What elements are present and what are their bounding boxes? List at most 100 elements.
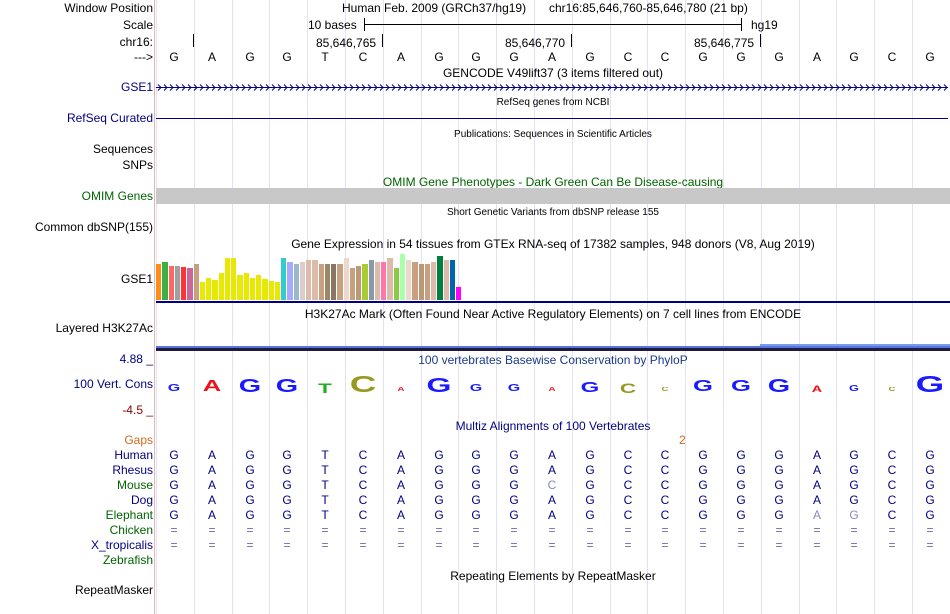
base-guide-line (799, 0, 800, 614)
gtex-tissue-bar[interactable] (437, 256, 443, 300)
gtex-tissue-bar[interactable] (249, 278, 256, 300)
coord-label-1: 85,646,765 (316, 36, 377, 50)
gtex-tissue-bar[interactable] (156, 264, 162, 300)
gtex-tissue-bar[interactable] (274, 282, 281, 300)
gtex-tissue-bar[interactable] (237, 275, 243, 300)
gtex-tissue-bar[interactable] (331, 264, 337, 300)
alignment-base: C (887, 493, 897, 507)
gtex-tissue-bar[interactable] (393, 268, 399, 300)
gtex-tissue-bar[interactable] (362, 264, 368, 300)
strand-chevron (193, 84, 198, 91)
gtex-tissue-bar[interactable] (381, 262, 387, 300)
gtex-gene-underline (156, 301, 950, 303)
gtex-tissue-bar[interactable] (162, 262, 168, 300)
gtex-tissue-bar[interactable] (256, 275, 262, 300)
gtex-tissue-bar[interactable] (218, 273, 224, 300)
alignment-base: G (925, 493, 935, 507)
gtex-track-title: Gene Expression in 54 tissues from GTEx … (291, 237, 815, 251)
strand-chevron (793, 84, 798, 91)
species-label[interactable]: Chicken (109, 523, 153, 537)
snps-track-label[interactable]: SNPs (122, 158, 153, 172)
gtex-tissue-bar[interactable] (456, 287, 462, 300)
species-label[interactable]: Elephant (105, 508, 153, 522)
gtex-tissue-bar[interactable] (168, 266, 174, 300)
strand-chevron (739, 84, 744, 91)
gtex-tissue-bar[interactable] (374, 262, 381, 300)
refseq-gene-feature[interactable] (156, 118, 948, 119)
repeatmasker-track-label[interactable]: RepeatMasker (74, 583, 153, 597)
gtex-tissue-bar[interactable] (268, 281, 274, 300)
gtex-tissue-bar[interactable] (356, 266, 362, 300)
gtex-tissue-bar[interactable] (349, 268, 356, 300)
species-label[interactable]: Mouse (116, 478, 153, 492)
alignment-base: C (623, 478, 633, 492)
gencode-track-label[interactable]: GSE1 (120, 80, 153, 94)
dbsnp-track-label[interactable]: Common dbSNP(155) (34, 220, 153, 234)
gtex-track-label[interactable]: GSE1 (120, 272, 153, 286)
refseq-track-label[interactable]: RefSeq Curated (66, 111, 153, 125)
gtex-tissue-bar[interactable] (406, 260, 412, 300)
alignment-base: A (207, 493, 216, 507)
gencode-gene-feature[interactable] (156, 81, 948, 94)
strand-chevron (319, 84, 324, 91)
gtex-tissue-bar[interactable] (193, 264, 199, 300)
gtex-bar-chart[interactable] (156, 252, 536, 300)
omim-track-label[interactable]: OMIM Genes (81, 189, 153, 203)
alignment-base: G (849, 493, 859, 507)
alignment-base: G (736, 493, 746, 507)
alignment-base: C (358, 448, 368, 462)
gtex-tissue-bar[interactable] (199, 282, 206, 300)
gtex-tissue-bar[interactable] (224, 258, 231, 300)
gtex-tissue-bar[interactable] (293, 264, 299, 300)
h3k27ac-signal-peak (760, 344, 950, 346)
gtex-tissue-bar[interactable] (206, 278, 212, 300)
gtex-tissue-bar[interactable] (443, 260, 449, 300)
gtex-tissue-bar[interactable] (243, 273, 249, 300)
species-label[interactable]: Dog (130, 493, 153, 507)
species-label[interactable]: Rhesus (112, 463, 153, 477)
gtex-tissue-bar[interactable] (231, 258, 237, 300)
gtex-tissue-bar[interactable] (299, 262, 306, 300)
strand-chevron (709, 84, 714, 91)
gtex-tissue-bar[interactable] (449, 260, 456, 300)
gtex-tissue-bar[interactable] (262, 279, 268, 300)
strand-chevron (175, 84, 180, 91)
publications-track-label[interactable]: Sequences (92, 142, 153, 156)
gtex-tissue-bar[interactable] (187, 268, 193, 300)
gtex-tissue-bar[interactable] (181, 267, 187, 300)
alignment-base: = (850, 523, 858, 537)
cons-letter: C (888, 387, 896, 393)
h3k27ac-track-label[interactable]: Layered H3K27Ac (55, 321, 153, 335)
gtex-tissue-bar[interactable] (312, 260, 318, 300)
gtex-tissue-bar[interactable] (287, 262, 293, 300)
strand-chevron (523, 84, 528, 91)
strand-chevron (229, 84, 234, 91)
alignment-base: C (623, 493, 633, 507)
omim-feature-bar[interactable] (156, 188, 950, 204)
gtex-tissue-bar[interactable] (368, 260, 374, 300)
cons-track-label[interactable]: 100 Vert. Cons (73, 377, 153, 391)
gtex-tissue-bar[interactable] (412, 262, 418, 300)
gtex-tissue-bar[interactable] (418, 264, 424, 300)
gtex-tissue-bar[interactable] (174, 266, 181, 300)
species-label[interactable]: Human (114, 448, 153, 462)
gtex-tissue-bar[interactable] (318, 264, 324, 300)
strand-chevron (295, 84, 300, 91)
strand-chevron (253, 84, 258, 91)
alignment-base: G (774, 493, 784, 507)
gtex-tissue-bar[interactable] (337, 264, 343, 300)
gtex-tissue-bar[interactable] (424, 264, 431, 300)
gtex-tissue-bar[interactable] (387, 258, 393, 300)
gtex-tissue-bar[interactable] (399, 254, 406, 300)
species-label[interactable]: X_tropicalis (90, 538, 153, 552)
gtex-tissue-bar[interactable] (212, 280, 218, 300)
gtex-tissue-bar[interactable] (281, 258, 287, 300)
gtex-tissue-bar[interactable] (324, 264, 331, 300)
species-label[interactable]: Zebrafish (102, 553, 153, 567)
alignment-base: G (849, 508, 859, 522)
gtex-tissue-bar[interactable] (431, 262, 437, 300)
alignment-base: G (169, 508, 179, 522)
gtex-tissue-bar[interactable] (306, 260, 312, 300)
gtex-tissue-bar[interactable] (343, 258, 349, 300)
